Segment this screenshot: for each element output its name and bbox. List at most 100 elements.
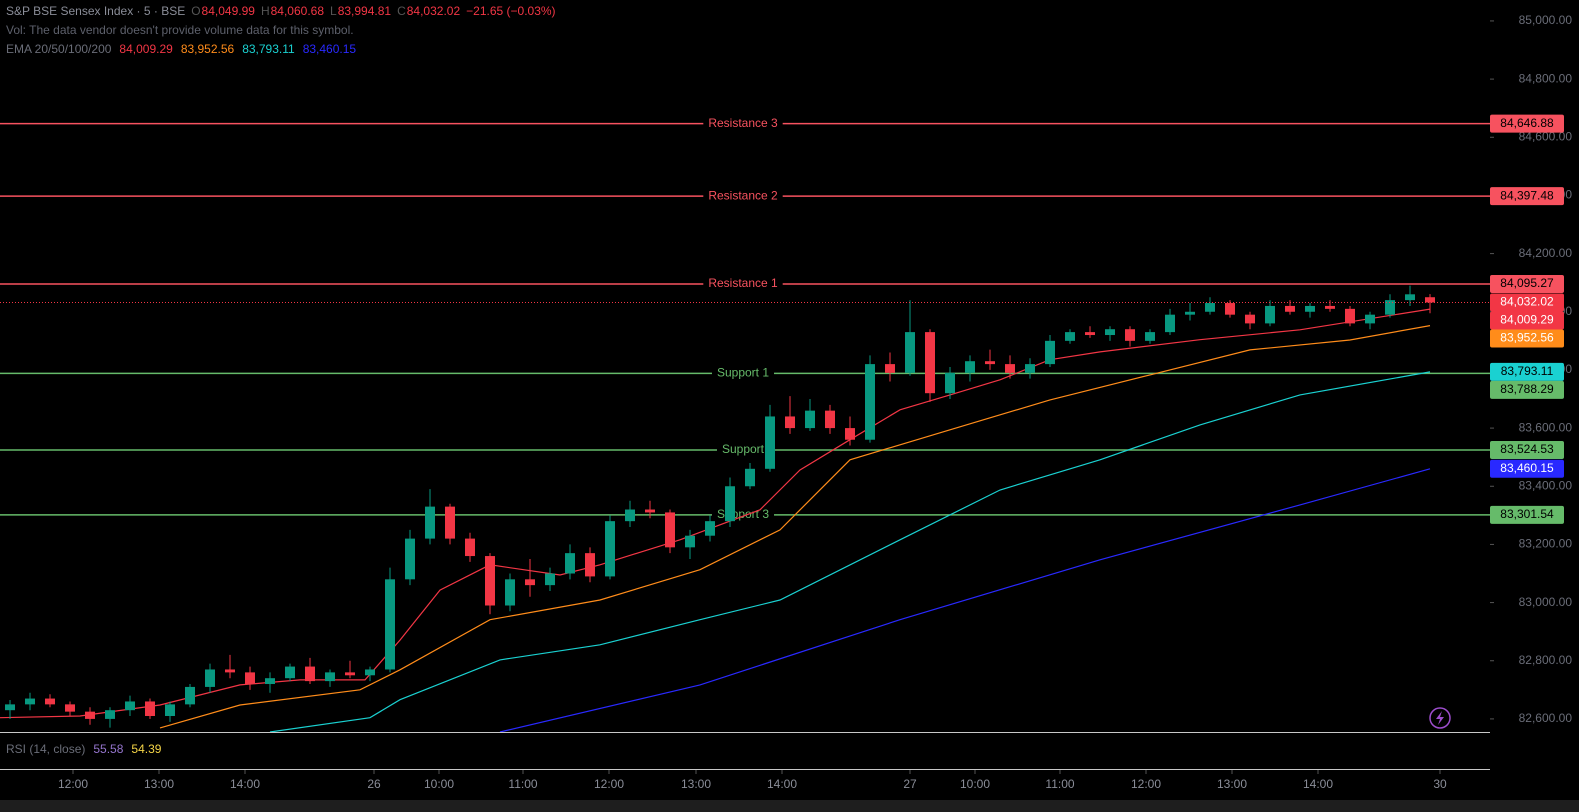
price-label-bg: [1490, 362, 1564, 381]
candle-body: [65, 704, 75, 712]
candle-body: [1205, 303, 1215, 312]
candle-body: [445, 506, 455, 539]
header-value: C: [397, 4, 406, 18]
candle-body: [325, 672, 335, 682]
header-value: L: [330, 4, 337, 18]
y-tick-label: 82,600.00: [1519, 711, 1573, 725]
candle-body: [1345, 308, 1355, 324]
level-name-bg: [703, 188, 783, 205]
header-value: 83,460.15: [303, 42, 357, 56]
header-value: RSI (14, close): [6, 742, 85, 756]
x-tick-label: 11:00: [508, 777, 537, 791]
header-value: −21.65 (−0.03%): [466, 4, 555, 18]
candle-body: [1045, 340, 1055, 365]
candle-body: [265, 678, 275, 685]
candle-body: [1085, 332, 1095, 336]
ema-line: [159, 325, 1431, 729]
level-name: Support: [722, 442, 765, 456]
x-tick-label: 10:00: [960, 777, 990, 791]
price-label: 83,952.56: [1500, 331, 1554, 345]
candle-body: [5, 704, 15, 711]
x-tick-label: 30: [1433, 777, 1447, 791]
header-line: S&P BSE Sensex Index · 5 · BSE O84,049.99…: [6, 4, 556, 18]
candle-body: [345, 672, 355, 676]
header-value: O: [191, 4, 200, 18]
x-tick-label: 12:00: [58, 777, 88, 791]
price-label: 84,095.27: [1500, 276, 1554, 290]
candle-body: [365, 669, 375, 676]
candle-body: [805, 410, 815, 429]
candle-body: [305, 666, 315, 682]
y-tick-label: 85,000.00: [1519, 13, 1573, 27]
price-label: 83,793.11: [1501, 364, 1554, 378]
candle-body: [865, 364, 875, 440]
level-name-bg: [703, 276, 783, 293]
x-tick-label: 14:00: [767, 777, 797, 791]
x-tick-label: 14:00: [230, 777, 260, 791]
header-value: 55.58: [93, 742, 123, 756]
y-tick-label: 82,800.00: [1519, 653, 1573, 667]
level-name-bg: [711, 365, 775, 382]
candle-body: [185, 686, 195, 705]
header-value: 84,009.29: [119, 42, 173, 56]
candle-body: [685, 535, 695, 548]
level-name: Resistance 3: [708, 116, 778, 130]
level-name-bg: [716, 442, 770, 459]
price-label: 83,460.15: [1500, 461, 1554, 475]
candle-body: [825, 410, 835, 429]
candle-body: [785, 416, 795, 429]
candle-body: [965, 361, 975, 373]
candle-body: [465, 538, 475, 557]
header-value: 83,952.56: [181, 42, 235, 56]
candle-body: [145, 701, 155, 717]
candle-body: [1065, 332, 1075, 341]
candle-body: [1305, 305, 1315, 312]
x-tick-label: 10:00: [424, 777, 454, 791]
header-value: S&P BSE Sensex Index · 5 · BSE: [6, 4, 185, 18]
candle-body: [1225, 303, 1235, 315]
candle-body: [285, 666, 295, 679]
ema-line: [499, 468, 1431, 732]
candle-body: [225, 669, 235, 673]
candle-body: [1185, 311, 1195, 315]
header-value: 83,793.11: [242, 42, 295, 56]
candle-body: [1165, 314, 1175, 333]
price-label-bg: [1490, 293, 1564, 312]
x-tick-label: 12:00: [594, 777, 624, 791]
candle-body: [165, 704, 175, 717]
candle-body: [545, 573, 555, 586]
price-label: 83,788.29: [1500, 382, 1554, 396]
candle-body: [105, 710, 115, 719]
price-label: 84,009.29: [1500, 313, 1554, 327]
candle-body: [125, 701, 135, 711]
y-tick-label: 83,000.00: [1519, 595, 1573, 609]
price-label: 84,032.02: [1500, 295, 1554, 309]
header-value: EMA 20/50/100/200: [6, 42, 112, 56]
candle-body: [925, 332, 935, 394]
header-line: EMA 20/50/100/200 84,009.29 83,952.56 83,79…: [6, 42, 356, 56]
price-label: 83,524.53: [1500, 442, 1554, 456]
candle-body: [1145, 332, 1155, 341]
candle-body: [1325, 305, 1335, 309]
candle-body: [385, 579, 395, 670]
candle-body: [1425, 297, 1435, 303]
candle-body: [765, 416, 775, 469]
y-tick-label: 84,800.00: [1519, 71, 1573, 85]
x-tick-label: 12:00: [1131, 777, 1161, 791]
candle-body: [1405, 294, 1415, 301]
price-label-bg: [1490, 459, 1564, 478]
alert-icon[interactable]: [1429, 707, 1451, 729]
x-tick-label: 14:00: [1303, 777, 1333, 791]
candle-body: [1005, 364, 1015, 373]
candle-body: [525, 579, 535, 586]
price-label-bg: [1490, 505, 1564, 524]
candle-body: [905, 332, 915, 373]
candle-body: [625, 509, 635, 522]
price-label-bg: [1490, 441, 1564, 460]
candle-body: [645, 509, 655, 513]
header-value: 83,994.81: [338, 4, 392, 18]
level-name: Support 1: [717, 366, 769, 380]
candle-body: [1365, 314, 1375, 324]
header-value: 84,032.02: [407, 4, 461, 18]
y-tick-label: 83,400.00: [1519, 478, 1573, 492]
